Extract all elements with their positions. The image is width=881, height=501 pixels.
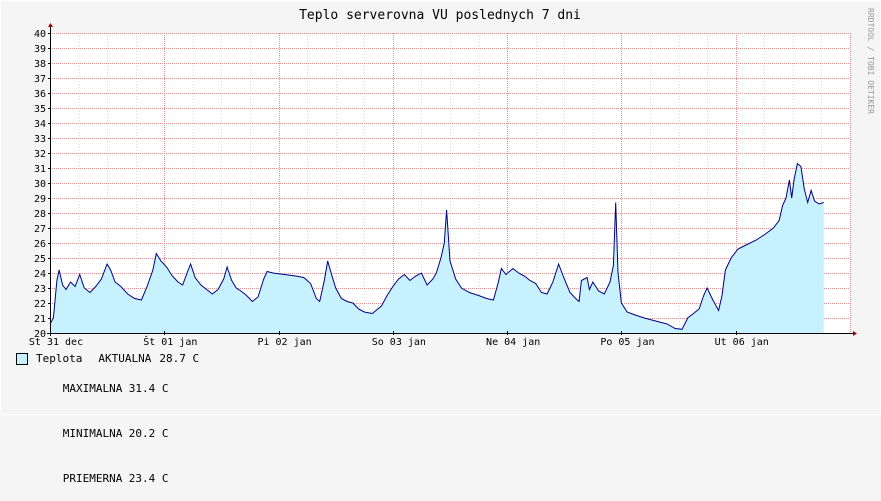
stat-value-max: 31.4 C — [128, 382, 169, 395]
chart-svg: 20 21 22 23 24 25 26 27 28 29 30 31 32 33 34 35 36 37 38 39… — [28, 8, 875, 348]
series-layer — [49, 162, 824, 333]
y-tick-label: 31 — [34, 164, 46, 175]
y-tick-label: 39 — [34, 44, 46, 55]
y-tick-label: 32 — [34, 149, 46, 160]
x-tick-label: St 31 dec — [29, 337, 83, 348]
y-tick-label: 22 — [34, 299, 46, 310]
y-tick-label: 27 — [34, 224, 46, 235]
stat-value-min: 20.2 C — [128, 427, 169, 440]
legend-current-value: 28.7 C — [159, 352, 200, 365]
legend-series-name: Teplota — [36, 352, 83, 365]
x-axis-arrow — [853, 331, 857, 336]
stat-row-avg: PRIEMERNA 23.4 C — [16, 456, 199, 501]
stat-label-max: MAXIMALNA — [62, 382, 123, 395]
series-line — [49, 162, 824, 330]
y-tick-label: 37 — [34, 74, 46, 85]
x-tick-label: Pi 02 jan — [257, 337, 311, 348]
chart-frame: 20 21 22 23 24 25 26 27 28 29 30 31 32 33 34 35 36 37 38 39… — [16, 8, 875, 485]
y-tick-label: 20 — [34, 329, 46, 340]
legend-block: Teplota AKTUALNA 28.7 C MAXIMALNA 31.4 C … — [16, 351, 199, 501]
legend-entry: Teplota AKTUALNA 28.7 C — [16, 351, 199, 366]
y-tick-label: 40 — [34, 29, 46, 40]
chart-title: Teplo serverovna VU poslednych 7 dni — [299, 8, 581, 23]
y-tick-label: 21 — [34, 314, 46, 325]
y-tick-label: 25 — [34, 254, 46, 265]
rrdtool-watermark: RRDTOOL / TOBI OETIKER — [866, 8, 875, 114]
stat-row-min: MINIMALNA 20.2 C — [16, 411, 199, 456]
stat-label-min: MINIMALNA — [62, 427, 123, 440]
y-axis-arrow — [48, 23, 53, 27]
legend-current-label: AKTUALNA — [98, 352, 152, 365]
x-tick-label: So 03 jan — [372, 337, 426, 348]
series-swatch — [16, 352, 28, 365]
x-tick-label: Št 01 jan — [143, 335, 197, 348]
y-tick-label: 36 — [34, 89, 46, 100]
y-tick-label: 29 — [34, 194, 46, 205]
y-tick-label: 34 — [34, 119, 46, 130]
y-tick-label: 30 — [34, 179, 46, 190]
y-tick-label: 23 — [34, 284, 46, 295]
y-tick-label: 28 — [34, 209, 46, 220]
y-tick-label: 26 — [34, 239, 46, 250]
x-tick-label: Po 05 jan — [600, 337, 654, 348]
stat-value-avg: 23.4 C — [128, 472, 169, 485]
x-tick-label: Ut 06 jan — [715, 337, 769, 348]
x-tick-label: Ne 04 jan — [486, 337, 540, 348]
y-tick-label: 35 — [34, 104, 46, 115]
y-tick-label: 24 — [34, 269, 46, 280]
y-tick-label: 33 — [34, 134, 46, 145]
stat-label-avg: PRIEMERNA — [62, 472, 123, 485]
stat-row-max: MAXIMALNA 31.4 C — [16, 366, 199, 411]
series-area — [50, 163, 824, 333]
y-tick-label: 38 — [34, 59, 46, 70]
tick-labels: 20 21 22 23 24 25 26 27 28 29 30 31 32 33 34 35 36 37 38 39… — [29, 29, 769, 348]
